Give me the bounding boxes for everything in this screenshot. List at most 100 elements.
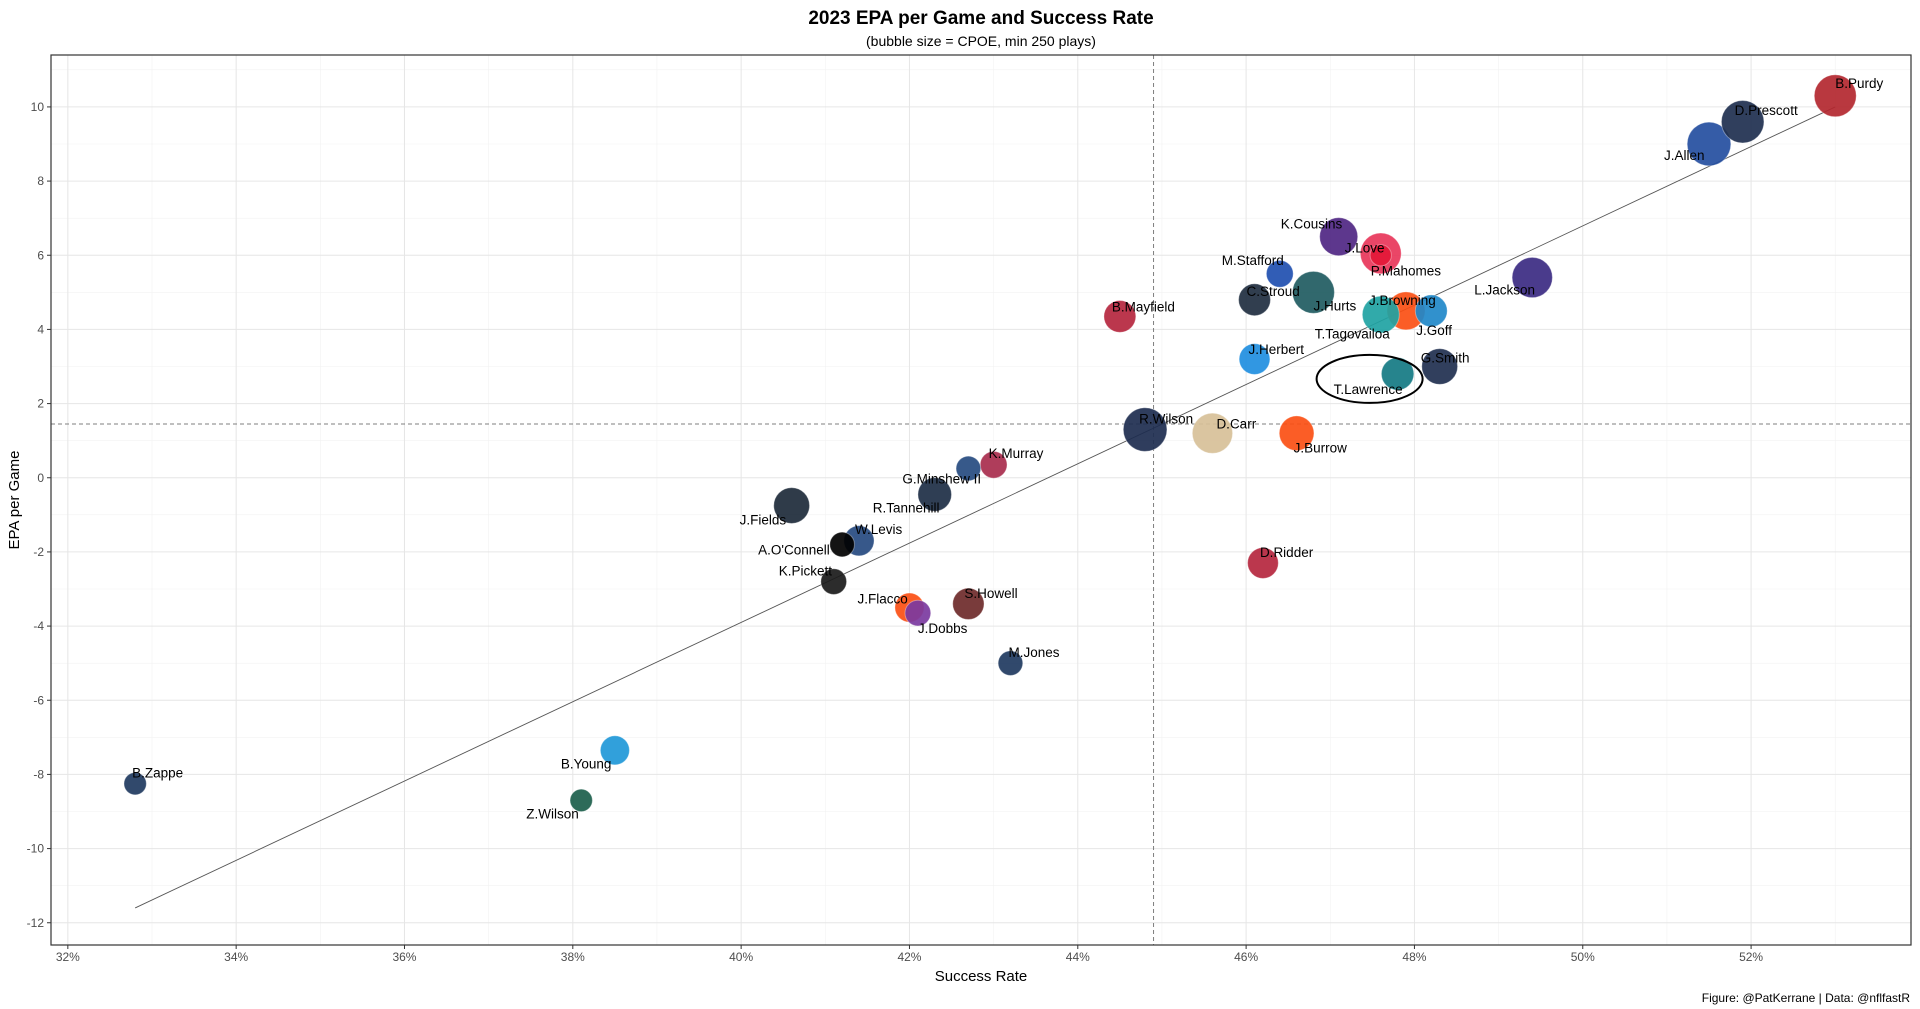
y-tick-label: 8 <box>37 174 44 188</box>
chart-subtitle: (bubble size = CPOE, min 250 plays) <box>866 33 1096 49</box>
label-j-burrow: J.Burrow <box>1294 440 1348 455</box>
label-k-cousins: K.Cousins <box>1281 217 1343 232</box>
bubble-j-dobbs <box>904 599 932 627</box>
bubble-g-smith <box>1421 348 1459 385</box>
chart-title: 2023 EPA per Game and Success Rate <box>808 8 1153 29</box>
bubble-j-hurts <box>1291 270 1335 314</box>
bubble-r-tannehill <box>917 477 953 512</box>
reference-lines <box>51 55 1911 945</box>
label-p-mahomes: P.Mahomes <box>1371 263 1442 278</box>
y-tick-label: -6 <box>33 693 44 707</box>
bubble-m-stafford <box>1265 259 1294 288</box>
bubble-t-tagovailoa <box>1361 295 1400 334</box>
label-j-herbert: J.Herbert <box>1249 342 1305 357</box>
bubble-d-carr <box>1191 412 1234 454</box>
panel-border <box>50 54 1912 946</box>
bubble-d-prescott <box>1720 99 1765 144</box>
y-tick-label: 0 <box>37 471 44 485</box>
label-r-tannehill: R.Tannehill <box>873 500 940 515</box>
label-m-stafford: M.Stafford <box>1222 253 1284 268</box>
x-tick-label: 42% <box>897 950 921 964</box>
bubble-b-purdy <box>1813 74 1857 118</box>
bubble-a-o-connell <box>829 531 855 558</box>
x-tick-label: 40% <box>729 950 753 964</box>
label-b-mayfield: B.Mayfield <box>1112 299 1175 314</box>
x-tick-label: 48% <box>1402 950 1426 964</box>
label-z-wilson: Z.Wilson <box>526 806 579 821</box>
label-d-carr: D.Carr <box>1216 416 1256 431</box>
bubble-k-pickett <box>820 568 848 595</box>
bubble-b-mayfield <box>1103 299 1137 333</box>
y-tick-label: 6 <box>37 248 44 262</box>
label-s-howell: S.Howell <box>964 586 1017 601</box>
label-b-zappe: B.Zappe <box>132 766 183 781</box>
label-j-browning: J.Browning <box>1369 293 1436 308</box>
bubble-b-zappe <box>123 771 147 796</box>
x-tick-label: 50% <box>1571 950 1595 964</box>
label-d-prescott: D.Prescott <box>1735 103 1798 118</box>
label-j-goff: J.Goff <box>1416 323 1452 338</box>
bubble-m-jones <box>997 650 1024 676</box>
panel-background <box>51 55 1911 945</box>
y-tick-label: 2 <box>37 397 44 411</box>
y-axis-ticks: -12 -10 -8 -6 -4 -2 0 2 4 6 8 10 <box>27 100 51 930</box>
label-t-lawrence: T.Lawrence <box>1334 382 1403 397</box>
label-m-jones: M.Jones <box>1008 645 1059 660</box>
label-g-minshew-ii: G.Minshew II <box>902 471 981 486</box>
label-c-stroud: C.Stroud <box>1247 284 1300 299</box>
y-tick-label: 10 <box>31 100 45 114</box>
bubble-j-fields <box>773 487 811 524</box>
label-j-dobbs: J.Dobbs <box>918 621 968 636</box>
label-g-smith: G.Smith <box>1421 351 1470 366</box>
bubble-l-jackson <box>1511 256 1553 299</box>
x-axis-ticks: 32% 34% 36% 38% 40% 42% 44% 46% 48% 50% 52% <box>56 945 1763 964</box>
trend-line-layer <box>134 106 1836 909</box>
bubble-s-howell <box>952 587 985 621</box>
label-b-purdy: B.Purdy <box>1835 76 1883 91</box>
highlight-ellipse <box>1315 353 1424 404</box>
label-k-pickett: K.Pickett <box>779 564 833 579</box>
x-tick-label: 34% <box>224 950 248 964</box>
label-l-jackson: L.Jackson <box>1474 283 1535 298</box>
y-tick-label: -10 <box>27 842 45 856</box>
points-layer <box>123 74 1857 813</box>
bubble-j-allen <box>1686 121 1732 167</box>
y-axis-title: EPA per Game <box>6 451 23 550</box>
x-tick-label: 52% <box>1739 950 1763 964</box>
label-b-young: B.Young <box>561 756 612 771</box>
bubble-b-young <box>599 735 630 766</box>
bubble-d-ridder <box>1247 547 1279 579</box>
label-r-wilson: R.Wilson <box>1139 412 1193 427</box>
x-tick-label: 36% <box>392 950 416 964</box>
bubble-k-murray <box>979 450 1008 479</box>
x-tick-label: 32% <box>56 950 80 964</box>
grid-layer <box>51 55 1911 945</box>
x-tick-label: 46% <box>1234 950 1258 964</box>
y-tick-label: 4 <box>37 322 44 336</box>
bubble-j-herbert <box>1238 343 1271 375</box>
label-j-fields: J.Fields <box>740 513 787 528</box>
y-tick-label: -2 <box>33 545 44 559</box>
bubble-c-stroud <box>1238 283 1271 317</box>
bubble-k-cousins <box>1319 217 1359 257</box>
y-tick-label: -12 <box>27 916 45 930</box>
label-j-allen: J.Allen <box>1664 148 1705 163</box>
bubble-r-wilson <box>1122 407 1168 452</box>
chart-caption: Figure: @PatKerrane | Data: @nflfastR <box>1702 991 1911 1005</box>
label-t-tagovailoa: T.Tagovailoa <box>1315 327 1391 342</box>
bubble-j-goff <box>1414 294 1448 328</box>
y-tick-label: -8 <box>33 767 44 781</box>
bubble-z-wilson <box>569 788 593 813</box>
bubble-j-burrow <box>1278 415 1315 452</box>
x-axis-title: Success Rate <box>935 968 1028 985</box>
label-w-levis: W.Levis <box>855 522 903 537</box>
label-j-love: J.Love <box>1345 240 1385 255</box>
label-j-flacco: J.Flacco <box>857 592 907 607</box>
y-tick-label: -4 <box>33 619 44 633</box>
label-j-hurts: J.Hurts <box>1313 298 1356 313</box>
label-k-murray: K.Murray <box>989 446 1044 461</box>
label-a-o-connell: A.O'Connell <box>758 543 830 558</box>
